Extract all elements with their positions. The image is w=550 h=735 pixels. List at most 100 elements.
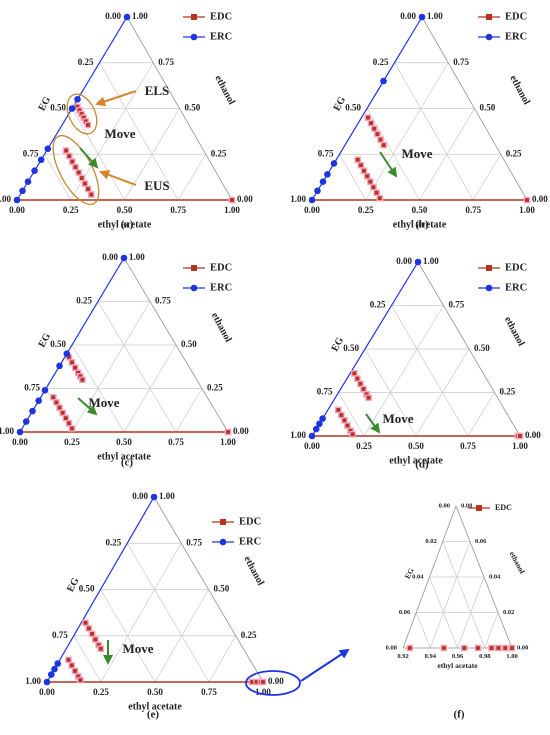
erc-point — [150, 493, 158, 501]
erc-point — [44, 145, 52, 153]
highlight-ellipse — [66, 93, 98, 135]
legend-marker — [485, 33, 493, 41]
right-tick-label: 0.75 — [158, 57, 174, 67]
bottom-axis-title: ethyl acetate — [393, 219, 447, 230]
right-tick-label: 1.00 — [132, 11, 148, 21]
annotation: EUS — [144, 178, 169, 193]
bottom-axis-title: ethyl acetate — [128, 701, 182, 712]
edc-point — [88, 630, 96, 638]
grid-line — [73, 635, 102, 683]
erc-point — [308, 196, 316, 204]
right-edge — [421, 16, 528, 201]
left-tick-label: 1.00 — [290, 430, 306, 440]
legend-marker — [190, 284, 198, 292]
edc-point — [92, 636, 99, 643]
bottom-tick-label: 0.00 — [39, 687, 55, 697]
left-tick-label: 0.75 — [24, 383, 40, 393]
edc-point — [71, 364, 79, 371]
right-tick-label: 1.00 — [427, 11, 443, 21]
grid-line — [44, 154, 72, 201]
legend-label: EDC — [505, 262, 527, 273]
edc-point — [523, 196, 531, 204]
left-edge — [46, 496, 155, 683]
bottom-tick-label: 0.50 — [408, 441, 424, 451]
erc-point — [330, 160, 338, 167]
erc-point — [13, 196, 21, 204]
left-tick-label: 0.50 — [50, 103, 66, 113]
annotation: Move — [104, 126, 135, 141]
bottom-tick-label: 0.50 — [412, 205, 428, 215]
edc-point — [344, 422, 351, 429]
edc-point — [367, 119, 375, 127]
edc-point — [335, 406, 342, 414]
edc-point — [364, 114, 372, 121]
bottom-tick-label: 1.00 — [519, 205, 535, 215]
legend-marker — [476, 505, 482, 511]
edc-point — [78, 174, 86, 182]
right-axis-title: ethanol — [507, 74, 532, 107]
erc-point — [68, 105, 76, 112]
right-tick-label: 0.50 — [185, 103, 201, 113]
right-tick-label: 0.50 — [474, 343, 490, 353]
edc-point — [461, 644, 468, 652]
edc-point — [56, 404, 63, 411]
right-tick-label: 0.02 — [503, 609, 514, 616]
edc-point — [53, 399, 60, 406]
bottom-tick-label: 0.94 — [425, 653, 437, 660]
legend-label: EDC — [505, 11, 527, 22]
edc-point — [357, 161, 365, 169]
annotation-arrow — [365, 413, 381, 434]
erc-point — [308, 432, 316, 440]
grid-line — [394, 62, 474, 201]
legend-label: EDC — [210, 262, 232, 273]
edc-point — [370, 183, 377, 191]
left-tick-label: 1.00 — [290, 194, 306, 204]
annotation: Move — [122, 641, 153, 656]
bottom-tick-label: 0.75 — [460, 441, 476, 451]
erc-point — [51, 665, 58, 673]
annotation-arrow — [95, 90, 137, 107]
bottom-tick-label: 0.75 — [170, 205, 186, 215]
left-tick-label: 0.50 — [50, 339, 66, 349]
edc-point — [360, 167, 368, 175]
edc-point — [351, 370, 358, 377]
left-tick-label: 0.00 — [105, 11, 121, 21]
edc-point — [474, 644, 482, 652]
grid-line — [363, 305, 444, 437]
panel-label: (a) — [121, 219, 134, 231]
bottom-tick-label: 0.50 — [116, 437, 132, 447]
right-axis-title: ethanol — [212, 74, 237, 107]
bottom-tick-label: 0.25 — [358, 205, 374, 215]
legend-marker — [486, 265, 492, 271]
edc-point — [82, 619, 89, 627]
legend-marker — [190, 33, 198, 41]
left-tick-label: 0.25 — [370, 300, 386, 310]
right-tick-label: 0.25 — [506, 148, 522, 158]
edc-point — [374, 130, 381, 138]
edc-point — [85, 625, 93, 632]
bottom-tick-label: 0.92 — [397, 653, 408, 660]
right-edge — [126, 16, 233, 201]
left-tick-label: 0.00 — [400, 11, 416, 21]
right-edge — [455, 505, 513, 649]
edc-point — [68, 662, 76, 669]
right-axis-title: ethanol — [508, 550, 527, 575]
edc-point — [377, 136, 384, 143]
edc-point — [516, 432, 524, 440]
left-tick-label: 0.75 — [317, 387, 333, 397]
right-axis-title: ethanol — [502, 315, 527, 348]
erc-point — [47, 671, 55, 678]
edc-point — [259, 678, 267, 686]
edc-point — [224, 428, 232, 436]
right-tick-label: 0.75 — [453, 57, 469, 67]
erc-point — [314, 187, 321, 195]
left-edge — [311, 261, 419, 437]
erc-point — [316, 420, 323, 428]
ternary-panel: 0.000.250.500.751.000.000.250.500.751.00… — [0, 11, 253, 230]
right-tick-label: 0.04 — [489, 573, 501, 580]
edc-point — [228, 196, 236, 204]
erc-point — [43, 678, 51, 686]
edc-point — [376, 194, 384, 202]
